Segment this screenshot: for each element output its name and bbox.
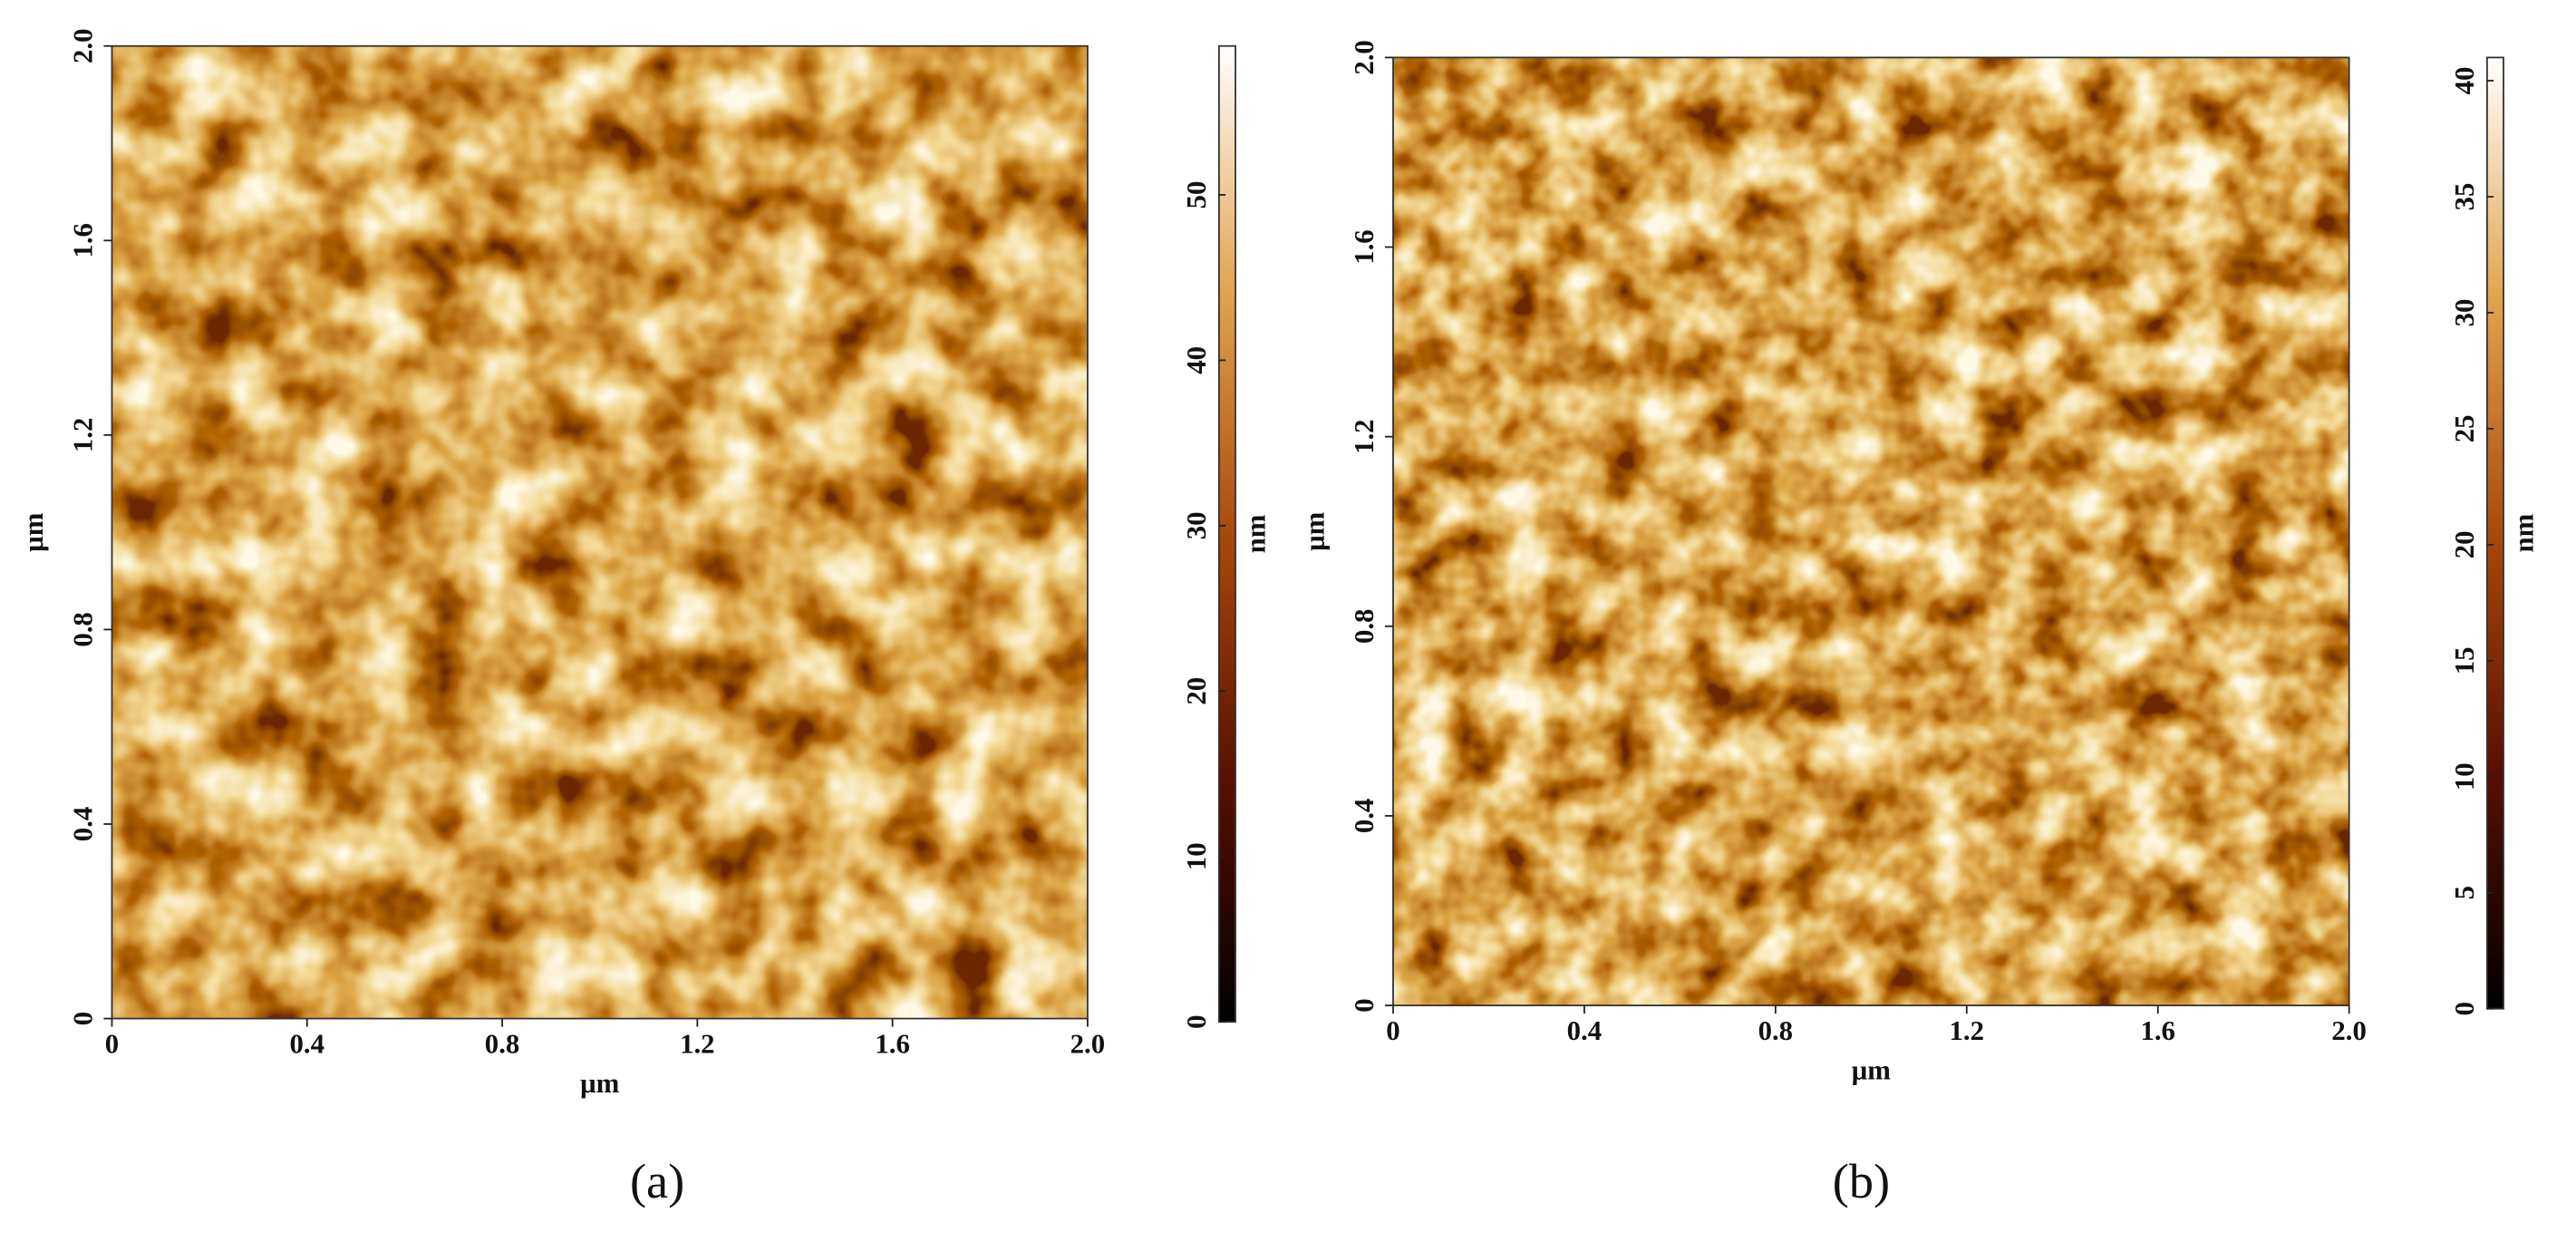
y-tick-label: 0: [68, 1012, 99, 1025]
colorbar-tick-label: 10: [1181, 842, 1212, 870]
afm-image: [111, 45, 1088, 1019]
colorbar-tick-label: 0: [2449, 1002, 2480, 1015]
x-tick-label: 0.4: [1567, 1015, 1603, 1046]
x-tick-label: 1.6: [875, 1028, 910, 1059]
y-tick-label: 0.8: [1349, 609, 1380, 645]
y-tick-label: 2.0: [1349, 40, 1380, 74]
x-tick-label: 0.8: [485, 1028, 520, 1059]
colorbar-tick-label: 20: [1181, 677, 1212, 705]
colorbar-label: nm: [1240, 514, 1271, 553]
x-tick-label: 0.4: [290, 1028, 324, 1059]
y-tick-label: 0.4: [68, 807, 99, 842]
afm-image: [1392, 57, 2349, 1006]
colorbar-tick-label: 25: [2449, 414, 2480, 442]
plot-frame: [111, 44, 1089, 1020]
colorbar: [2485, 56, 2504, 1010]
y-tick-label: 0.4: [1349, 799, 1380, 834]
panel-caption: (b): [1833, 1154, 1890, 1208]
panel-caption: (a): [630, 1154, 684, 1208]
x-tick-label: 1.6: [2140, 1015, 2175, 1046]
colorbar-tick-label: 30: [1181, 511, 1212, 539]
y-axis-label: μm: [18, 512, 49, 551]
colorbar-tick-label: 40: [2449, 67, 2480, 95]
x-axis-label: μm: [580, 1068, 619, 1099]
x-tick-label: 2.0: [2331, 1015, 2366, 1046]
x-tick-label: 0: [105, 1028, 119, 1059]
y-tick-label: 1.2: [1349, 419, 1380, 453]
y-tick-label: 1.6: [68, 223, 99, 257]
y-tick-label: 1.2: [68, 418, 99, 452]
colorbar-tick-label: 40: [1181, 346, 1212, 374]
colorbar-tick-label: 5: [2449, 886, 2480, 899]
plot-frame: [1392, 56, 2350, 1006]
y-tick-label: 2.0: [68, 28, 99, 63]
colorbar-label: nm: [2508, 513, 2539, 552]
colorbar-tick-label: 10: [2449, 762, 2480, 791]
colorbar-tick-label: 30: [2449, 299, 2480, 327]
colorbar-tick-label: 0: [1181, 1014, 1212, 1028]
x-tick-label: 1.2: [680, 1028, 715, 1059]
colorbar-tick-label: 50: [1181, 181, 1212, 209]
y-tick-label: 0.8: [68, 612, 99, 646]
x-tick-label: 0.8: [1758, 1015, 1794, 1046]
x-tick-label: 2.0: [1070, 1028, 1105, 1059]
colorbar-tick-label: 35: [2449, 183, 2480, 211]
y-axis-label: μm: [1300, 511, 1331, 550]
x-tick-label: 0: [1386, 1015, 1399, 1046]
x-axis-label: μm: [1852, 1054, 1891, 1085]
colorbar-tick-label: 15: [2449, 646, 2480, 674]
colorbar: [1217, 44, 1236, 1024]
y-tick-label: 1.6: [1349, 229, 1380, 264]
y-tick-label: 0: [1349, 998, 1380, 1012]
x-tick-label: 1.2: [1950, 1015, 1985, 1046]
colorbar-tick-label: 20: [2449, 530, 2480, 558]
